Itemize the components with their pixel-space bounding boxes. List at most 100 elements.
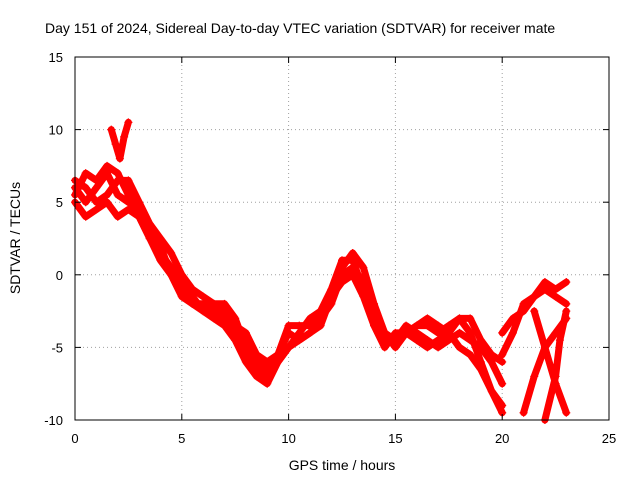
data-point xyxy=(241,350,250,359)
data-point xyxy=(135,212,144,221)
series-track-5 xyxy=(107,118,133,163)
data-point xyxy=(209,314,218,323)
data-point xyxy=(423,321,432,330)
data-point xyxy=(135,198,144,207)
data-point xyxy=(348,263,357,272)
data-point xyxy=(508,314,517,323)
data-point xyxy=(220,321,229,330)
data-point xyxy=(120,132,129,141)
data-point xyxy=(444,328,453,337)
data-point xyxy=(177,270,186,279)
data-point xyxy=(220,299,229,308)
data-point xyxy=(305,314,314,323)
data-point xyxy=(145,234,154,243)
data-point xyxy=(284,321,293,330)
x-tick-label: 25 xyxy=(602,431,616,446)
data-point xyxy=(455,314,464,323)
data-point xyxy=(476,343,485,352)
data-point xyxy=(167,249,176,258)
data-point xyxy=(167,270,176,279)
x-axis-title: GPS time / hours xyxy=(289,457,396,473)
data-point xyxy=(498,357,507,366)
data-point xyxy=(295,336,304,345)
data-point xyxy=(540,278,549,287)
data-point xyxy=(199,292,208,301)
data-point xyxy=(423,343,432,352)
data-point xyxy=(370,307,379,316)
data-point xyxy=(402,321,411,330)
data-point xyxy=(508,328,517,337)
series-track-4 xyxy=(71,176,507,388)
series-track-10 xyxy=(540,307,571,424)
data-point xyxy=(113,176,122,185)
data-point xyxy=(220,307,229,316)
data-point xyxy=(188,292,197,301)
data-point xyxy=(555,336,564,345)
data-point xyxy=(466,328,475,337)
data-point xyxy=(316,314,325,323)
data-point xyxy=(209,299,218,308)
data-point xyxy=(199,299,208,308)
data-point xyxy=(359,278,368,287)
data-point xyxy=(252,357,261,366)
data-point xyxy=(81,183,90,192)
x-tick-label: 20 xyxy=(495,431,509,446)
y-tick-label: -5 xyxy=(51,340,63,355)
data-point xyxy=(498,379,507,388)
series-trace xyxy=(530,307,570,417)
data-point xyxy=(252,350,261,359)
data-point xyxy=(124,176,133,185)
data-point xyxy=(295,321,304,330)
data-point xyxy=(423,314,432,323)
data-point xyxy=(487,386,496,395)
data-point xyxy=(295,328,304,337)
y-tick-label: -10 xyxy=(44,413,63,428)
data-point xyxy=(103,198,112,207)
data-point xyxy=(498,328,507,337)
data-point xyxy=(305,328,314,337)
series-layer xyxy=(71,118,571,424)
data-point xyxy=(380,343,389,352)
data-point xyxy=(209,307,218,316)
data-point xyxy=(476,365,485,374)
data-point xyxy=(498,401,507,410)
data-point xyxy=(338,270,346,279)
data-point xyxy=(111,140,120,149)
data-point xyxy=(412,336,421,345)
data-point xyxy=(476,336,485,345)
data-point xyxy=(124,190,133,199)
y-tick-label: 0 xyxy=(56,268,63,283)
data-point xyxy=(124,198,133,207)
data-point xyxy=(391,343,400,352)
data-point xyxy=(338,256,346,265)
data-point xyxy=(252,372,261,381)
data-point xyxy=(434,343,443,352)
data-point xyxy=(444,336,453,345)
x-tick-label: 0 xyxy=(71,431,78,446)
data-point xyxy=(370,321,379,330)
grid xyxy=(75,57,609,420)
data-point xyxy=(92,183,101,192)
x-tick-label: 5 xyxy=(178,431,185,446)
data-point xyxy=(156,234,165,243)
data-point xyxy=(284,343,293,352)
data-point xyxy=(348,256,357,265)
series-trace xyxy=(541,307,570,424)
data-point xyxy=(487,357,496,366)
data-point xyxy=(284,328,293,337)
data-point xyxy=(124,205,133,214)
data-point xyxy=(498,350,507,359)
data-point xyxy=(562,299,571,308)
data-point xyxy=(231,328,240,337)
data-point xyxy=(391,336,400,345)
data-point xyxy=(199,307,208,316)
data-point xyxy=(466,336,475,345)
data-point xyxy=(107,125,116,134)
data-point xyxy=(455,343,464,352)
data-point xyxy=(92,198,101,207)
data-point xyxy=(92,205,101,214)
series-track-9 xyxy=(530,307,571,417)
data-point xyxy=(263,379,272,388)
data-point xyxy=(530,372,539,381)
y-tick-label: 15 xyxy=(49,50,63,65)
